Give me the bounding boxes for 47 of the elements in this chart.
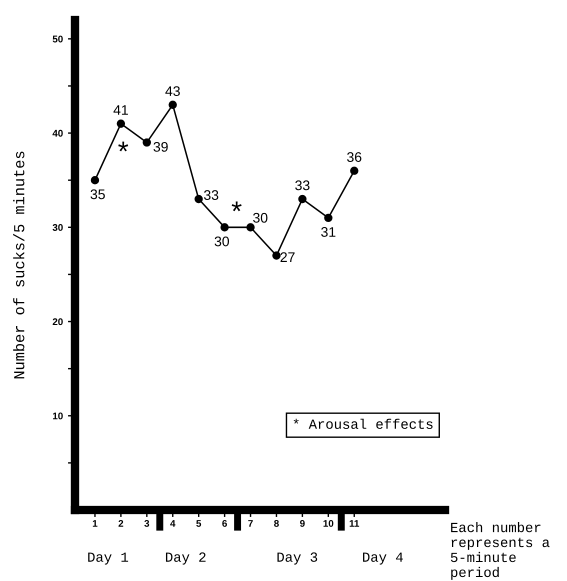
point [168, 100, 177, 109]
y-tick-label: 10 [52, 412, 63, 420]
x-tick-label: 3 [144, 520, 150, 527]
x-tick-label: 10 [324, 520, 334, 527]
point [350, 166, 358, 175]
x-tick-label: 4 [170, 520, 176, 527]
point [220, 223, 229, 232]
y-tick-label: 50 [52, 36, 63, 42]
data-label: 41 [113, 105, 128, 115]
point [142, 138, 151, 147]
y-tick-label: 20 [52, 318, 63, 326]
x-tick-label: 5 [196, 520, 202, 527]
data-label: 35 [90, 189, 105, 200]
annotation: * [232, 201, 242, 212]
point [90, 176, 100, 184]
data-label: 33 [295, 180, 310, 190]
point [272, 251, 281, 260]
data-label: 30 [253, 212, 268, 223]
point [298, 194, 307, 204]
x-tick-label: 11 [350, 520, 360, 527]
x-tick-label: 1 [92, 520, 98, 527]
data-label: 33 [204, 190, 218, 200]
point [246, 223, 255, 232]
y-axis-title: Number of sucks/5 minutes [13, 152, 24, 378]
point [116, 119, 126, 128]
x-tick-label: 9 [300, 520, 305, 527]
x-tick-label: 7 [248, 520, 253, 527]
y-tick-label: 30 [52, 224, 63, 231]
data-label: 31 [321, 227, 336, 237]
point [324, 214, 332, 222]
data-label: 43 [165, 86, 180, 96]
data-label: 39 [154, 142, 168, 152]
text: Day 1 [88, 552, 128, 565]
text: Each number represents a 5-minute period [450, 522, 550, 580]
y-tick-label: 40 [52, 130, 63, 137]
data-label: 27 [280, 252, 295, 262]
x-tick-label: 6 [222, 520, 227, 527]
annotation: * [118, 142, 128, 152]
text: Day 2 [166, 552, 206, 565]
annotation: * Arousal effects [294, 418, 433, 429]
text: Day 4 [363, 552, 403, 565]
data-label: 30 [214, 236, 230, 246]
data-label: 36 [347, 152, 362, 162]
x-tick-label: 8 [274, 520, 279, 527]
x-tick-label: 2 [118, 520, 124, 527]
point [194, 194, 203, 204]
text: Day 3 [277, 552, 318, 565]
